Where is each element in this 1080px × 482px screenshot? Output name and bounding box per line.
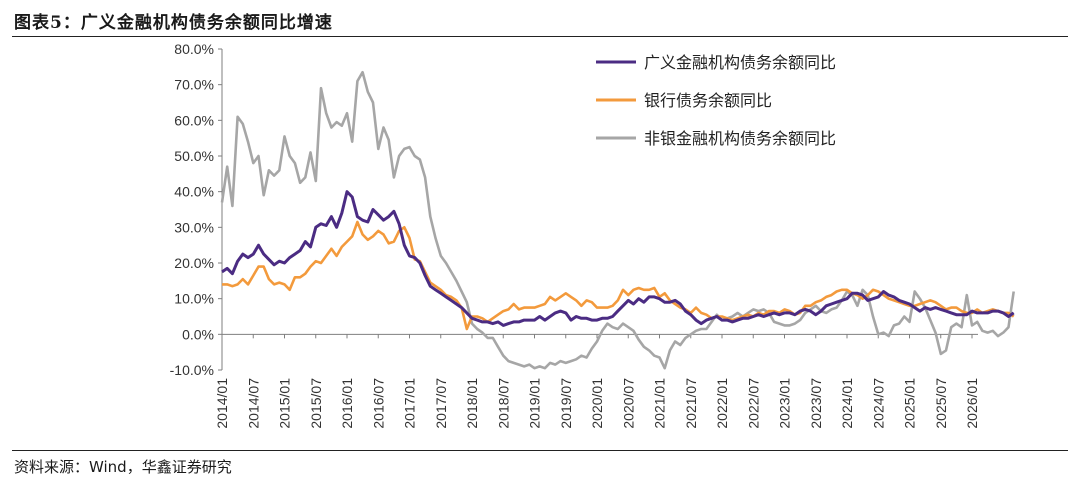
x-tick-label: 2023/01 [777, 378, 793, 429]
x-tick-label: 2024/07 [870, 378, 886, 429]
x-tick-label: 2018/01 [464, 378, 480, 429]
x-tick-label: 2015/01 [277, 378, 293, 429]
x-tick-label: 2016/07 [370, 378, 386, 429]
x-tick-label: 2025/07 [933, 378, 949, 429]
legend-label: 银行债务余额同比 [644, 91, 772, 110]
y-tick-label: 20.0% [174, 255, 214, 271]
y-tick-label: 30.0% [174, 219, 214, 235]
x-tick-label: 2018/07 [495, 378, 511, 429]
series-lines [220, 70, 1015, 370]
figure-title: 图表5：广义金融机构债务余额同比增速 [14, 13, 333, 33]
y-tick-label: 40.0% [174, 184, 214, 200]
x-tick-label: 2016/01 [339, 378, 355, 429]
x-tick-label: 2026/01 [964, 378, 980, 429]
x-tick-label: 2021/01 [652, 378, 668, 429]
y-tick-label: 10.0% [174, 291, 214, 307]
source-note: 资料来源：Wind，华鑫证券研究 [14, 458, 232, 476]
x-tick-label: 2021/07 [683, 378, 699, 429]
x-tick-label: 2025/01 [902, 378, 918, 429]
x-tick-label: 2015/07 [308, 378, 324, 429]
x-tick-label: 2017/01 [402, 378, 418, 429]
x-tick-label: 2019/01 [527, 378, 543, 429]
y-tick-label: 50.0% [174, 148, 214, 164]
y-tick-label: 60.0% [174, 112, 214, 128]
x-axis-ticks: 2014/01 2014/07 2015/01 2015/07 2016/01 2016/… [214, 334, 980, 429]
x-tick-label: 2014/01 [214, 378, 230, 429]
legend-label: 广义金融机构债务余额同比 [644, 53, 836, 72]
source-rule [12, 450, 1068, 451]
y-tick-label: -10.0% [170, 362, 214, 378]
x-tick-label: 2024/01 [839, 378, 855, 429]
y-tick-label: 70.0% [174, 77, 214, 93]
title-rule [12, 36, 1068, 37]
x-tick-label: 2022/07 [745, 378, 761, 429]
series-line-broad [221, 190, 1015, 327]
y-tick-label: 0.0% [182, 326, 214, 342]
x-tick-label: 2020/07 [620, 378, 636, 429]
x-tick-label: 2020/01 [589, 378, 605, 429]
x-tick-label: 2019/07 [558, 378, 574, 429]
x-tick-label: 2014/07 [245, 378, 261, 429]
y-axis-ticks: -10.0% 0.0% 10.0% 20.0% 30.0% 40.0% 50.0% 60.0%… [170, 41, 222, 378]
x-tick-label: 2023/07 [808, 378, 824, 429]
legend-label: 非银金融机构债务余额同比 [644, 129, 836, 148]
x-tick-label: 2017/07 [433, 378, 449, 429]
y-tick-label: 80.0% [174, 41, 214, 57]
x-tick-label: 2022/01 [714, 378, 730, 429]
series-line-nonbank [220, 70, 1015, 370]
